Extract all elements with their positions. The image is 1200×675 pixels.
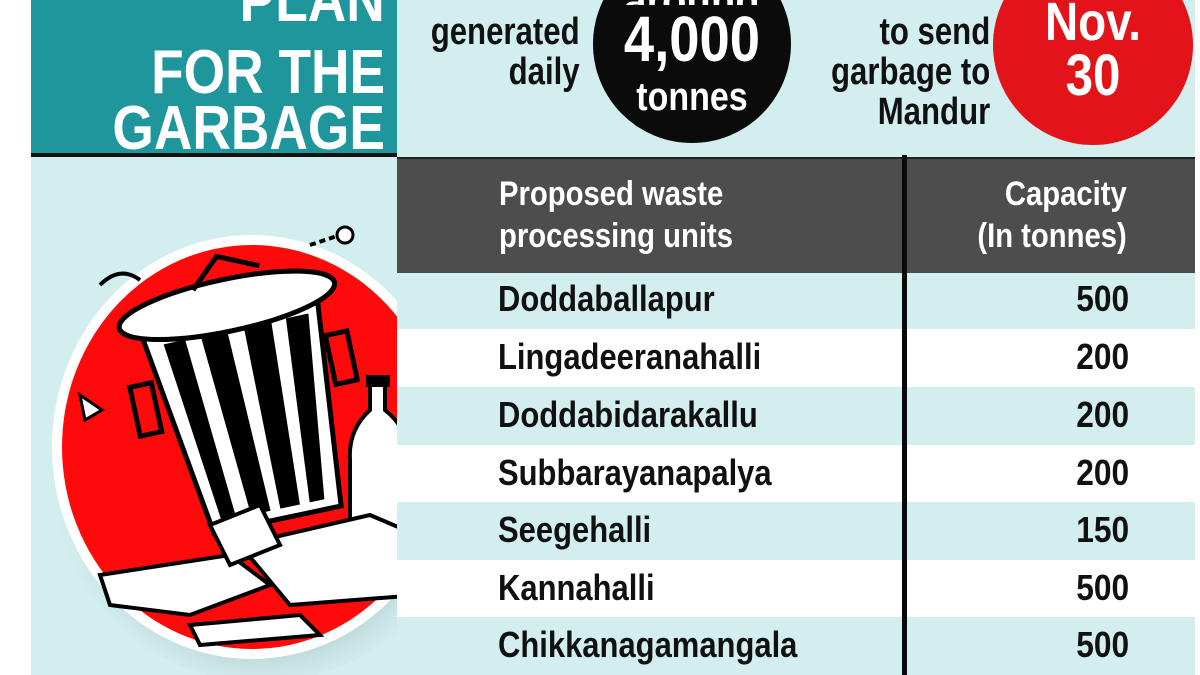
deadline-stat-line-1: to send bbox=[879, 11, 990, 53]
unit-name: Chikkanagamangala bbox=[498, 624, 798, 665]
column-header-capacity-line-1: Capacity bbox=[1005, 175, 1127, 213]
waste-amount-label: around bbox=[593, 0, 791, 5]
processing-units-table: Doddaballapur 500 Lingadeeranahalli 200 … bbox=[397, 155, 1195, 675]
table-row: Kannahalli 500 bbox=[397, 560, 1195, 618]
table-row: Lingadeeranahalli 200 bbox=[397, 329, 1195, 387]
unit-capacity: 500 bbox=[1076, 278, 1129, 319]
waste-stat-text: generated daily bbox=[431, 12, 580, 92]
deadline-stat-line-2: garbage to bbox=[830, 51, 990, 93]
unit-name: Doddabidarakallu bbox=[498, 394, 758, 435]
column-header-capacity: Capacity (In tonnes) bbox=[978, 173, 1127, 257]
table-row: Seegehalli 150 bbox=[397, 502, 1195, 560]
column-divider bbox=[902, 155, 907, 675]
unit-capacity: 200 bbox=[1076, 452, 1129, 493]
table-row: Chikkanagamangala 500 bbox=[397, 617, 1195, 675]
title-line-3: GARBAGE bbox=[112, 94, 385, 163]
right-margin bbox=[1195, 0, 1200, 675]
unit-capacity: 150 bbox=[1076, 509, 1129, 550]
column-header-units-line-2: processing units bbox=[499, 217, 733, 255]
unit-name: Lingadeeranahalli bbox=[498, 336, 762, 377]
table-row: Doddabidarakallu 200 bbox=[397, 387, 1195, 445]
unit-capacity: 200 bbox=[1076, 336, 1129, 377]
waste-amount-value: 4,000 bbox=[623, 3, 761, 75]
waste-amount-unit: tonnes bbox=[636, 75, 748, 119]
table-row: Doddaballapur 500 bbox=[397, 271, 1195, 329]
unit-capacity: 500 bbox=[1076, 567, 1129, 608]
deadline-stat-line-3: Mandur bbox=[877, 91, 990, 133]
unit-name: Doddaballapur bbox=[498, 278, 715, 319]
column-header-units-line-1: Proposed waste bbox=[499, 175, 724, 213]
unit-capacity: 500 bbox=[1076, 624, 1129, 665]
unit-name: Kannahalli bbox=[498, 567, 655, 608]
title-line-1: PLAN bbox=[239, 0, 385, 35]
deadline-stat-text: to send garbage to Mandur bbox=[831, 12, 990, 132]
waste-stat-line-2: daily bbox=[508, 51, 580, 93]
table-header: Proposed waste processing units Capacity… bbox=[397, 157, 1195, 273]
unit-capacity: 200 bbox=[1076, 394, 1129, 435]
overflowing-trash-can-icon bbox=[47, 225, 477, 675]
title-line-2: FOR THE bbox=[150, 38, 385, 107]
deadline-month: Nov. bbox=[1044, 0, 1142, 52]
unit-name: Subbarayanapalya bbox=[498, 452, 772, 493]
deadline-day: 30 bbox=[1065, 43, 1121, 108]
title-panel: PLAN FOR THE GARBAGE bbox=[31, 0, 397, 163]
column-header-units: Proposed waste processing units bbox=[499, 173, 733, 257]
table-row: Subbarayanapalya 200 bbox=[397, 445, 1195, 503]
column-header-capacity-line-2: (In tonnes) bbox=[977, 217, 1127, 255]
left-margin bbox=[0, 0, 31, 675]
waste-stat-line-1: generated bbox=[431, 11, 580, 53]
unit-name: Seegehalli bbox=[498, 509, 652, 550]
